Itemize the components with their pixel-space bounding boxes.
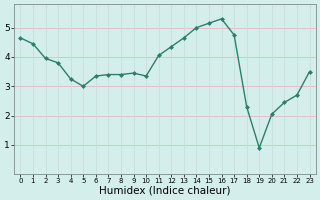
X-axis label: Humidex (Indice chaleur): Humidex (Indice chaleur): [99, 186, 231, 196]
